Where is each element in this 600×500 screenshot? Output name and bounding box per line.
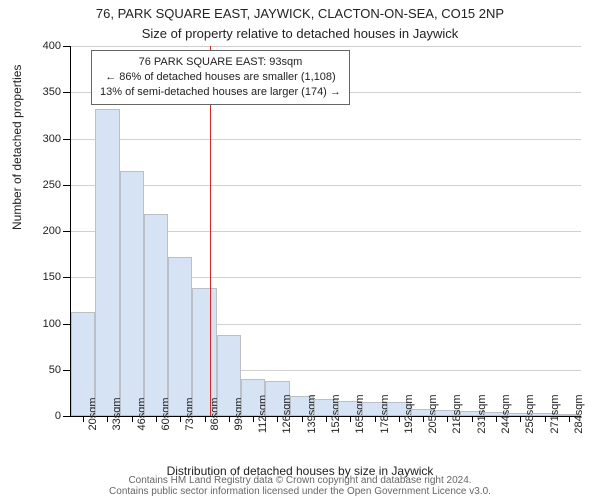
y-tick xyxy=(63,416,71,417)
histogram-bar xyxy=(95,109,119,416)
y-tick-label: 200 xyxy=(31,225,61,237)
x-tick xyxy=(520,416,521,422)
x-tick xyxy=(132,416,133,422)
annotation-line-3: 13% of semi-detached houses are larger (… xyxy=(100,85,341,100)
y-tick-label: 300 xyxy=(31,133,61,145)
grid-line xyxy=(71,185,581,186)
histogram-bar xyxy=(144,214,168,416)
y-tick xyxy=(63,231,71,232)
y-tick-label: 0 xyxy=(31,410,61,422)
x-tick xyxy=(302,416,303,422)
plot-area: 05010015020025030035040020sqm33sqm46sqm6… xyxy=(70,46,581,417)
x-tick xyxy=(83,416,84,422)
histogram-bar xyxy=(168,257,192,416)
y-axis-title: Number of detached properties xyxy=(10,65,24,230)
footer: Contains HM Land Registry data © Crown c… xyxy=(0,475,600,497)
x-tick xyxy=(472,416,473,422)
y-tick xyxy=(63,46,71,47)
y-tick-label: 150 xyxy=(31,271,61,283)
x-tick xyxy=(205,416,206,422)
chart-title-sub: Size of property relative to detached ho… xyxy=(0,26,600,41)
x-tick xyxy=(399,416,400,422)
x-tick xyxy=(375,416,376,422)
y-tick-label: 50 xyxy=(31,364,61,376)
y-tick xyxy=(63,324,71,325)
x-tick xyxy=(496,416,497,422)
x-tick xyxy=(423,416,424,422)
chart-title-main: 76, PARK SQUARE EAST, JAYWICK, CLACTON-O… xyxy=(0,6,600,21)
x-tick xyxy=(156,416,157,422)
histogram-bar xyxy=(120,171,144,416)
y-tick-label: 400 xyxy=(31,40,61,52)
grid-line xyxy=(71,139,581,140)
x-tick xyxy=(180,416,181,422)
x-tick xyxy=(229,416,230,422)
y-tick-label: 100 xyxy=(31,318,61,330)
x-tick xyxy=(326,416,327,422)
footer-line-1: Contains HM Land Registry data © Crown c… xyxy=(0,475,600,486)
x-tick xyxy=(253,416,254,422)
x-tick xyxy=(545,416,546,422)
y-tick-label: 250 xyxy=(31,179,61,191)
chart-container: 76, PARK SQUARE EAST, JAYWICK, CLACTON-O… xyxy=(0,0,600,500)
x-tick xyxy=(107,416,108,422)
annotation-box: 76 PARK SQUARE EAST: 93sqm ← 86% of deta… xyxy=(91,50,350,105)
y-tick-label: 350 xyxy=(31,86,61,98)
x-tick-label: 284sqm xyxy=(573,394,585,433)
x-tick xyxy=(569,416,570,422)
annotation-line-2: ← 86% of detached houses are smaller (1,… xyxy=(100,70,341,85)
y-tick xyxy=(63,185,71,186)
x-tick xyxy=(350,416,351,422)
annotation-line-1: 76 PARK SQUARE EAST: 93sqm xyxy=(100,55,341,70)
y-tick xyxy=(63,277,71,278)
y-tick xyxy=(63,139,71,140)
x-tick xyxy=(277,416,278,422)
footer-line-2: Contains public sector information licen… xyxy=(0,486,600,497)
grid-line xyxy=(71,46,581,47)
x-tick xyxy=(447,416,448,422)
y-tick xyxy=(63,92,71,93)
y-tick xyxy=(63,370,71,371)
